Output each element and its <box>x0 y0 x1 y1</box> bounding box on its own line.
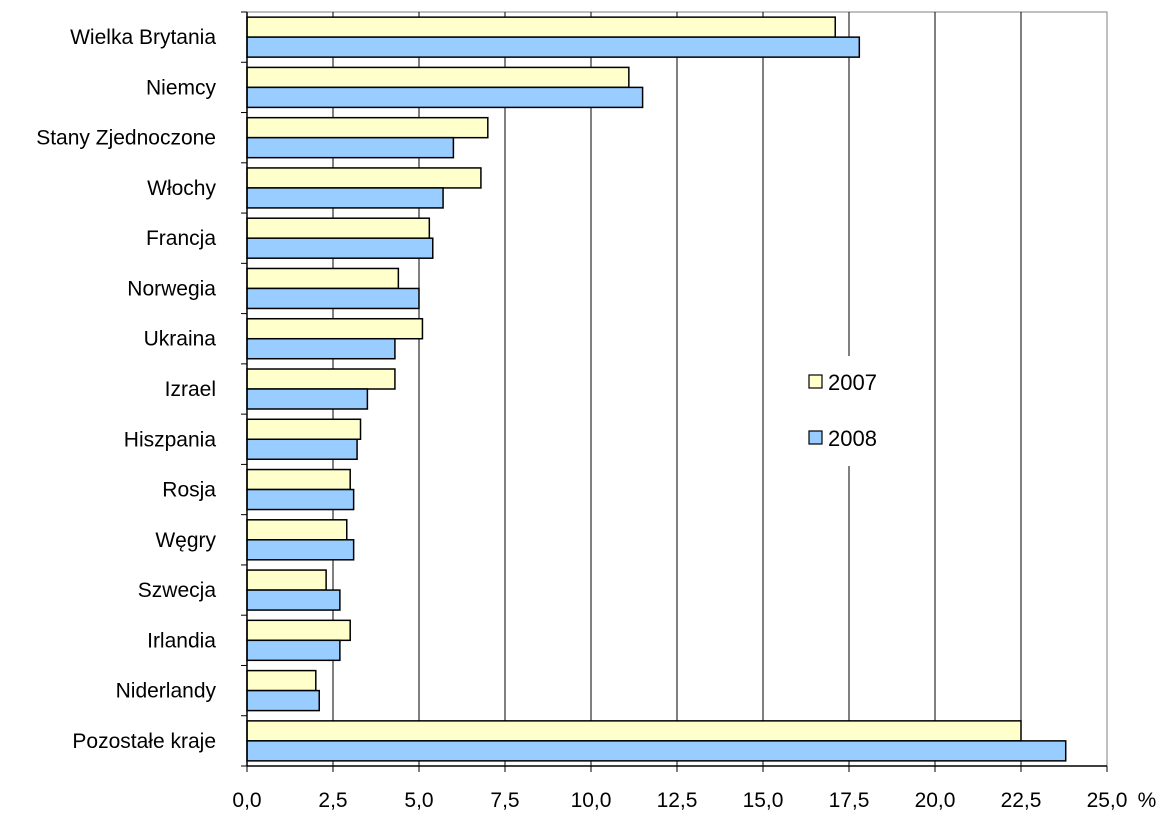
bar-2007-6 <box>246 317 424 340</box>
category-label: Ukraina <box>144 328 217 351</box>
bar-2008-3 <box>246 187 444 209</box>
category-label: Hiszpania <box>124 428 217 451</box>
bar-2007-2 <box>246 116 489 139</box>
axes <box>241 11 1108 772</box>
bar-2008-2 <box>246 136 455 159</box>
category-labels: Wielka Brytania Niemcy Stany Zjednoczone Wł… <box>36 26 216 753</box>
x-tick-label: 22,5 <box>1001 789 1042 812</box>
category-label: Niderlandy <box>116 680 217 703</box>
bar-2008-9 <box>246 488 355 511</box>
legend-swatch-2008 <box>808 430 823 445</box>
bar-2008-12 <box>246 639 341 662</box>
bar-2008-7 <box>246 388 369 410</box>
category-label: Szwecja <box>138 579 217 602</box>
bar-2007-11 <box>246 569 327 591</box>
legend-label: 2007 <box>828 370 877 395</box>
x-tick-label: 12,5 <box>657 789 698 812</box>
bar-2007-7 <box>246 368 396 390</box>
category-label: Wielka Brytania <box>70 26 216 49</box>
x-tick-labels: 0,0 2,5 5,0 7,5 10,0 12,5 15,0 17,5 20,0 22,5 25,0 <box>232 789 1127 812</box>
category-label: Węgry <box>155 529 216 552</box>
category-label: Francja <box>146 227 216 250</box>
bar-2007-3 <box>246 167 482 189</box>
bar-2008-1 <box>246 86 644 109</box>
x-tick-label: 15,0 <box>743 789 784 812</box>
x-tick-label: 2,5 <box>318 789 347 812</box>
bar-2008-14 <box>246 740 1067 762</box>
legend-label: 2008 <box>828 426 877 451</box>
x-tick-label: 17,5 <box>829 789 870 812</box>
bar-2008-13 <box>246 689 320 712</box>
category-label: Izrael <box>165 378 216 401</box>
bar-2007-5 <box>246 267 400 290</box>
legend-swatch-2007 <box>808 374 823 389</box>
bar-2008-4 <box>246 237 434 259</box>
bar-2007-13 <box>246 669 317 692</box>
x-tick-label: 25,0 <box>1087 789 1128 812</box>
bar-2007-0 <box>246 16 836 38</box>
bar-2007-14 <box>246 720 1022 742</box>
bar-2007-8 <box>246 418 362 441</box>
bar-2008-10 <box>246 539 355 561</box>
category-label: Stany Zjednoczone <box>36 127 216 150</box>
x-unit-label: % <box>1138 789 1157 812</box>
bar-2008-5 <box>246 287 420 310</box>
x-tick-label: 10,0 <box>571 789 612 812</box>
bars <box>246 16 1067 762</box>
bar-2008-8 <box>246 438 358 461</box>
legend-background <box>800 356 900 466</box>
bar-2007-1 <box>246 66 630 89</box>
bar-2008-0 <box>246 36 861 58</box>
x-tick-label: 7,5 <box>490 789 519 812</box>
category-label: Pozostałe kraje <box>72 730 216 753</box>
category-label: Niemcy <box>146 76 217 99</box>
bar-2008-6 <box>246 337 396 360</box>
category-label: Włochy <box>147 177 216 200</box>
x-tick-label: 0,0 <box>232 789 261 812</box>
category-label: Norwegia <box>127 277 216 300</box>
bar-2007-10 <box>246 519 348 541</box>
bar-2007-4 <box>246 217 431 239</box>
category-label: Rosja <box>162 479 216 502</box>
category-label: Irlandia <box>147 629 216 652</box>
x-tick-label: 20,0 <box>915 789 956 812</box>
bar-2007-9 <box>246 468 351 491</box>
bar-2008-11 <box>246 589 341 611</box>
x-tick-label: 5,0 <box>404 789 433 812</box>
legend: 2007 2008 <box>800 356 900 466</box>
bar-2007-12 <box>246 619 351 642</box>
